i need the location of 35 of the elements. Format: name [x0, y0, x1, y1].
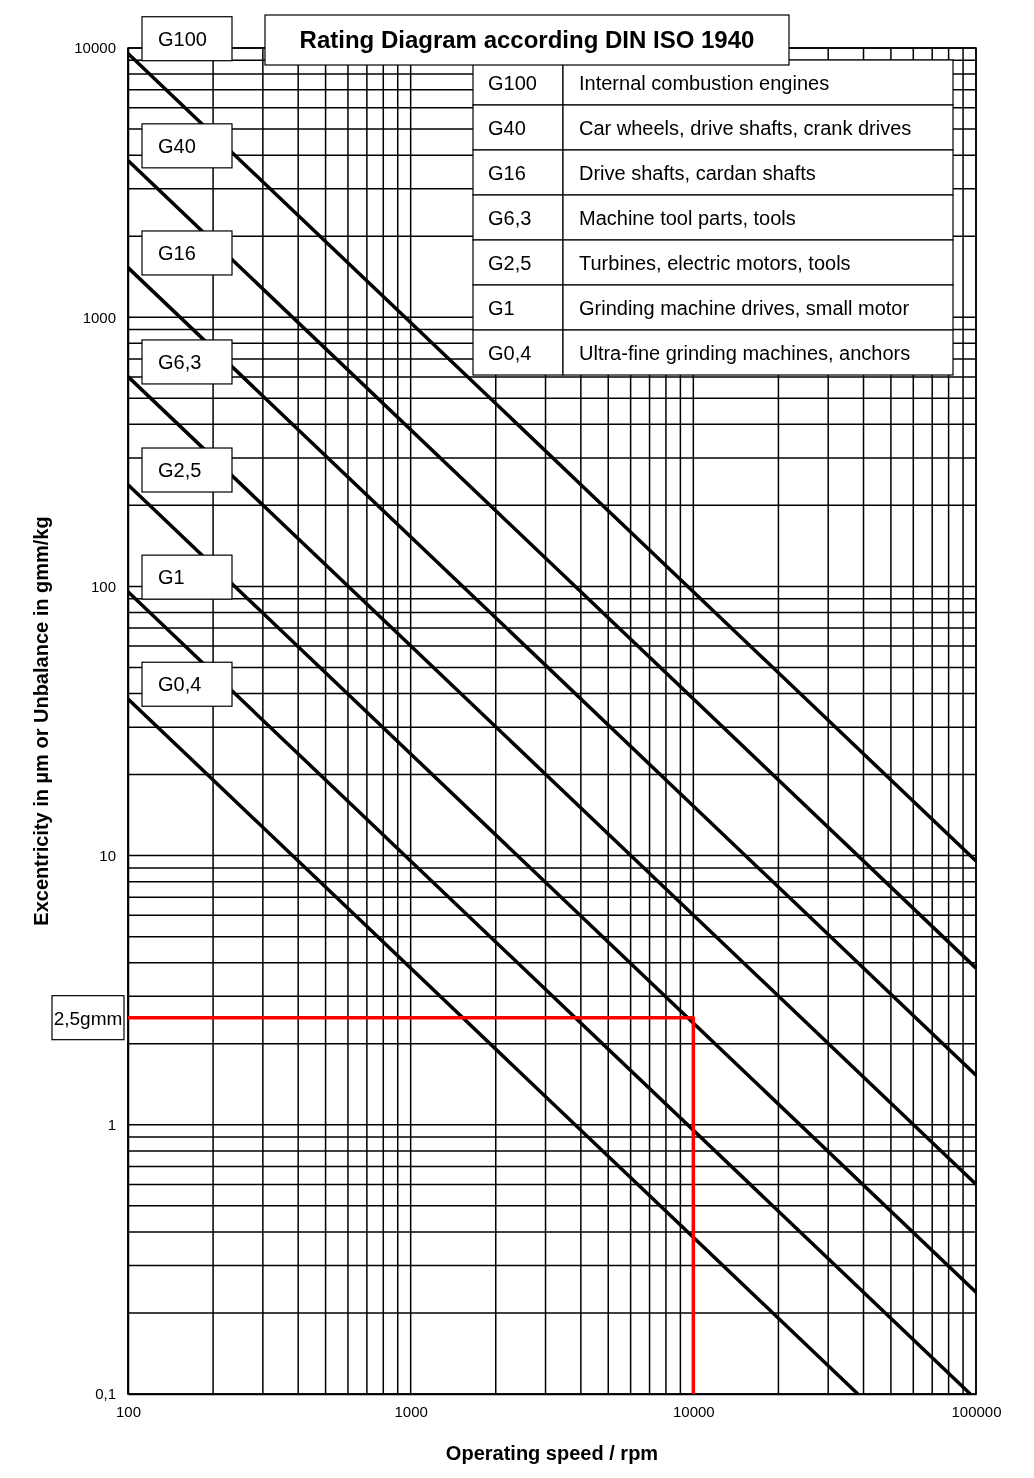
x-axis-title: Operating speed / rpm: [445, 1442, 659, 1464]
x-tick-label: 1000: [394, 1402, 428, 1420]
annotation: Machine tool parts, tools: [579, 207, 796, 229]
annotation: 2,5gmm: [53, 1007, 123, 1029]
text: G100: [488, 72, 537, 94]
text: G2,5: [158, 459, 202, 482]
legend-label: G6,3: [488, 207, 532, 229]
legend-label: G40: [488, 117, 526, 139]
chart-title: Rating Diagram according DIN ISO 1940: [299, 26, 755, 53]
y-tick-label: 10: [99, 846, 116, 864]
annotation: Grinding machine drives, small motor: [579, 297, 910, 319]
y-tick-label: 0,1: [95, 1385, 116, 1403]
x-tick-label: 100000: [951, 1402, 1002, 1420]
legend-label: G2,5: [488, 252, 532, 274]
series-label: G100: [158, 27, 207, 50]
y-tick-label: 100: [90, 577, 116, 595]
text: G40: [158, 134, 196, 157]
x-tick-label: 10000: [672, 1402, 715, 1420]
legend-label: G16: [488, 162, 526, 184]
text: G16: [158, 241, 196, 264]
text: G1: [158, 566, 185, 589]
annotation: Turbines, electric motors, tools: [579, 252, 851, 274]
annotation: Drive shafts, cardan shafts: [579, 162, 816, 184]
y-tick-label: 1000: [82, 308, 116, 326]
annotation: Ultra-fine grinding machines, anchors: [579, 342, 911, 364]
y-tick-label: 1: [107, 1116, 116, 1134]
x-tick-label: 100: [115, 1402, 142, 1420]
text: G6,3: [158, 350, 202, 373]
annotation: Internal combustion engines: [579, 72, 830, 94]
legend-label: G0,4: [488, 342, 532, 364]
y-axis-title: Excentricity in µm or Unbalance in gmm/kg: [30, 516, 52, 926]
annotation: Car wheels, drive shafts, crank drives: [579, 117, 912, 139]
legend-label: G1: [488, 297, 515, 319]
text: G0,4: [158, 673, 202, 696]
y-tick-label: 10000: [74, 39, 116, 57]
